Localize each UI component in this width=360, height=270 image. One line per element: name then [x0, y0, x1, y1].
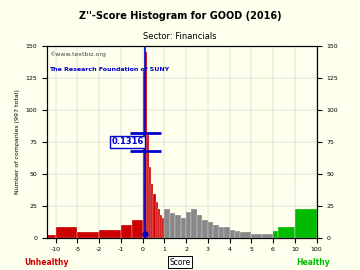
Bar [295, 210, 316, 238]
Bar [208, 222, 213, 238]
Bar [219, 227, 224, 238]
Bar [160, 215, 162, 238]
Bar [240, 232, 251, 238]
Text: ©www.textbiz.org: ©www.textbiz.org [50, 52, 106, 57]
Bar [77, 232, 99, 238]
Bar [147, 135, 149, 238]
Bar [47, 235, 55, 238]
Bar [170, 213, 175, 238]
Bar [132, 220, 143, 238]
Text: Z''-Score Histogram for GOOD (2016): Z''-Score Histogram for GOOD (2016) [79, 11, 281, 21]
Text: Healthy: Healthy [296, 258, 330, 266]
Bar [273, 231, 279, 238]
Bar [192, 210, 197, 238]
Text: The Research Foundation of SUNY: The Research Foundation of SUNY [50, 67, 170, 72]
Bar [202, 220, 208, 238]
Text: Sector: Financials: Sector: Financials [143, 32, 217, 41]
Bar [99, 230, 121, 238]
Bar [251, 234, 262, 238]
Bar [175, 215, 181, 238]
Bar [197, 215, 202, 238]
Bar [213, 225, 219, 238]
Bar [158, 210, 160, 238]
Bar [162, 218, 164, 238]
Bar [186, 212, 192, 238]
Y-axis label: Number of companies (997 total): Number of companies (997 total) [15, 89, 20, 194]
Bar [121, 225, 132, 238]
Text: Score: Score [169, 258, 191, 266]
Bar [224, 227, 230, 238]
Text: 0.1316: 0.1316 [111, 137, 144, 146]
Text: Unhealthy: Unhealthy [24, 258, 69, 266]
Bar [156, 202, 158, 238]
Bar [279, 227, 295, 238]
Bar [164, 210, 170, 238]
Bar [235, 231, 240, 238]
Bar [149, 167, 151, 238]
Bar [230, 230, 235, 238]
Bar [262, 234, 273, 238]
Bar [145, 52, 147, 238]
Bar [55, 227, 77, 238]
Bar [181, 218, 186, 238]
Bar [143, 72, 145, 238]
Bar [151, 184, 153, 238]
Bar [153, 194, 156, 238]
